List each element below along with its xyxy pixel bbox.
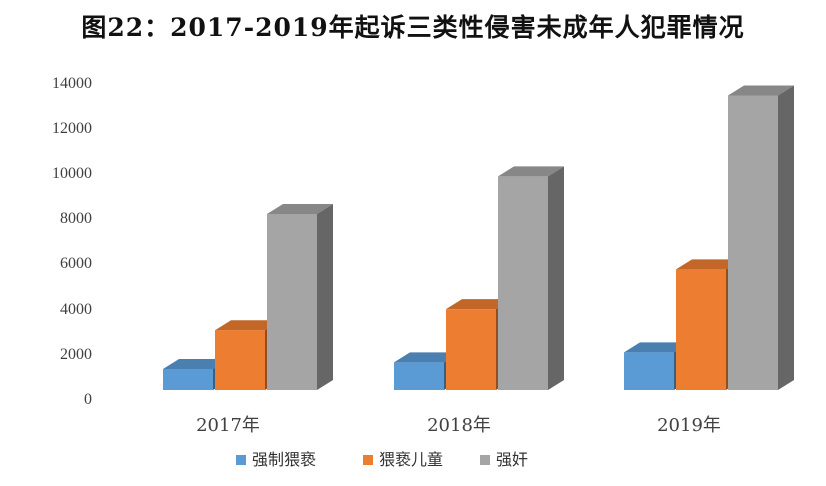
y-tick-label: 6000 [60,255,92,272]
bar-top-face [728,85,794,96]
y-tick-label: 2000 [60,346,92,363]
legend-item: 强制猥亵 [236,450,316,469]
bar-front-face [676,269,726,390]
legend-label: 猥亵儿童 [379,450,443,469]
legend-item: 强奸 [480,450,528,469]
bar [498,166,564,390]
bar-top-face [267,203,333,214]
bar-front-face [624,352,674,390]
chart-title: 图22：2017-2019年起诉三类性侵害未成年人犯罪情况 [81,13,745,42]
legend: 强制猥亵 猥亵儿童 强奸 [236,450,528,469]
bar-top-face [163,358,229,369]
y-tick-label: 10000 [52,165,92,182]
x-tick-label: 2019年 [657,415,721,436]
bar [728,85,794,390]
bar-top-face [446,299,512,310]
y-tick-label: 14000 [52,75,92,92]
y-tick-label: 8000 [60,210,92,227]
legend-label: 强奸 [496,450,528,469]
bar-side-face [548,166,564,390]
y-tick-label: 12000 [52,120,92,137]
bar-top-face [676,259,742,270]
x-axis: 2017年 2018年 2019年 [196,415,721,436]
legend-item: 猥亵儿童 [363,450,443,469]
bar-side-face [778,85,794,390]
legend-swatch [363,455,373,465]
x-tick-label: 2017年 [196,415,260,436]
bar-top-face [498,166,564,177]
y-axis: 0 2000 4000 6000 8000 10000 12000 14000 [52,75,92,408]
bar-top-face [215,320,281,331]
legend-swatch [236,455,246,465]
y-tick-label: 0 [84,391,92,408]
bar-front-face [498,176,548,390]
bar [267,203,333,390]
bar-front-face [267,213,317,390]
y-tick-label: 4000 [60,301,92,318]
bar-top-face [624,342,690,353]
bar-front-face [163,368,213,390]
legend-label: 强制猥亵 [252,450,316,469]
x-tick-label: 2018年 [427,415,491,436]
bar [676,259,742,390]
bar-front-face [728,95,778,390]
bar-front-face [215,330,265,390]
bar-front-face [446,309,496,390]
bar-side-face [317,203,333,390]
legend-swatch [480,455,490,465]
bar-front-face [394,362,444,390]
bars-layer [163,85,794,390]
bar-top-face [394,352,460,363]
